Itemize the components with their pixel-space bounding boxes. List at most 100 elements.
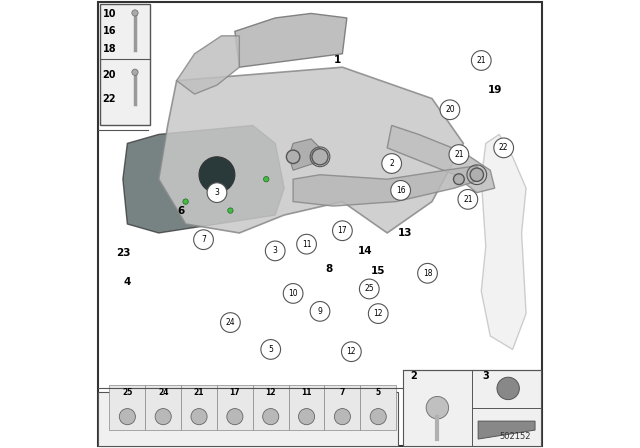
Circle shape — [298, 409, 315, 425]
Text: 14: 14 — [358, 246, 372, 256]
Circle shape — [264, 177, 269, 182]
Text: 24: 24 — [225, 318, 236, 327]
Text: 12: 12 — [266, 388, 276, 396]
Circle shape — [194, 230, 213, 250]
Text: 17: 17 — [337, 226, 348, 235]
FancyBboxPatch shape — [99, 2, 541, 446]
Circle shape — [207, 183, 227, 202]
Bar — [289, 385, 324, 430]
Text: 24: 24 — [158, 388, 168, 396]
Circle shape — [382, 154, 401, 173]
Circle shape — [426, 396, 449, 419]
Text: 20: 20 — [103, 69, 116, 80]
Circle shape — [262, 409, 279, 425]
Circle shape — [494, 138, 513, 158]
Polygon shape — [387, 125, 495, 193]
Text: 5: 5 — [376, 388, 381, 396]
Circle shape — [449, 145, 468, 164]
Circle shape — [119, 409, 136, 425]
Text: 22: 22 — [103, 94, 116, 104]
Text: 21: 21 — [194, 388, 204, 396]
Circle shape — [297, 234, 316, 254]
Circle shape — [199, 157, 235, 193]
Text: 25: 25 — [122, 388, 132, 396]
Text: 25: 25 — [364, 284, 374, 293]
Text: 1: 1 — [334, 56, 342, 65]
Circle shape — [284, 284, 303, 303]
Circle shape — [440, 100, 460, 120]
Text: 3: 3 — [273, 246, 278, 255]
Text: 502152: 502152 — [499, 432, 531, 441]
Circle shape — [391, 181, 410, 200]
Text: 9: 9 — [317, 307, 323, 316]
Circle shape — [369, 304, 388, 323]
Polygon shape — [123, 125, 284, 233]
Text: 11: 11 — [301, 388, 312, 396]
Text: 23: 23 — [116, 248, 130, 258]
Text: 21: 21 — [454, 150, 463, 159]
Text: 7: 7 — [201, 235, 206, 244]
Bar — [100, 4, 150, 125]
Text: 10: 10 — [288, 289, 298, 298]
Text: 20: 20 — [445, 105, 455, 114]
Bar — [217, 385, 253, 430]
Text: 8: 8 — [325, 264, 333, 274]
Circle shape — [472, 51, 491, 70]
Text: 16: 16 — [396, 186, 406, 195]
Text: 18: 18 — [423, 269, 432, 278]
Text: 4: 4 — [124, 277, 131, 287]
Circle shape — [310, 302, 330, 321]
Circle shape — [454, 174, 464, 185]
Polygon shape — [481, 134, 526, 349]
Text: 21: 21 — [463, 195, 472, 204]
Circle shape — [458, 190, 477, 209]
Text: 3: 3 — [483, 371, 489, 381]
Circle shape — [312, 149, 328, 165]
Circle shape — [418, 263, 437, 283]
Text: 17: 17 — [230, 388, 240, 396]
Text: 6: 6 — [177, 206, 185, 215]
Text: 2: 2 — [411, 371, 417, 381]
Bar — [403, 370, 541, 446]
Bar — [253, 385, 289, 430]
Bar — [324, 385, 360, 430]
Text: 7: 7 — [340, 388, 345, 396]
Text: 11: 11 — [302, 240, 311, 249]
Polygon shape — [478, 421, 535, 439]
Circle shape — [132, 10, 138, 16]
Polygon shape — [289, 139, 320, 170]
Bar — [360, 385, 396, 430]
Circle shape — [155, 409, 172, 425]
Text: 21: 21 — [477, 56, 486, 65]
Bar — [99, 392, 398, 446]
Text: 16: 16 — [103, 26, 116, 36]
Polygon shape — [293, 166, 481, 206]
Circle shape — [470, 168, 484, 181]
Text: 5: 5 — [268, 345, 273, 354]
Polygon shape — [159, 67, 463, 233]
Text: 10: 10 — [103, 9, 116, 19]
Bar — [145, 385, 181, 430]
Text: 12: 12 — [374, 309, 383, 318]
Circle shape — [360, 279, 379, 299]
Text: 3: 3 — [214, 188, 220, 197]
Text: 19: 19 — [488, 85, 502, 95]
Circle shape — [191, 409, 207, 425]
Circle shape — [333, 221, 352, 241]
Text: 13: 13 — [398, 228, 412, 238]
Bar — [181, 385, 217, 430]
Circle shape — [227, 409, 243, 425]
Text: 2: 2 — [389, 159, 394, 168]
Circle shape — [342, 342, 361, 362]
Circle shape — [183, 199, 188, 204]
Circle shape — [221, 313, 240, 332]
Circle shape — [261, 340, 280, 359]
Circle shape — [370, 409, 387, 425]
Text: 22: 22 — [499, 143, 508, 152]
Circle shape — [132, 69, 138, 75]
Circle shape — [266, 241, 285, 261]
Circle shape — [228, 208, 233, 213]
Polygon shape — [177, 36, 239, 94]
Circle shape — [497, 377, 520, 400]
Text: 15: 15 — [371, 266, 385, 276]
